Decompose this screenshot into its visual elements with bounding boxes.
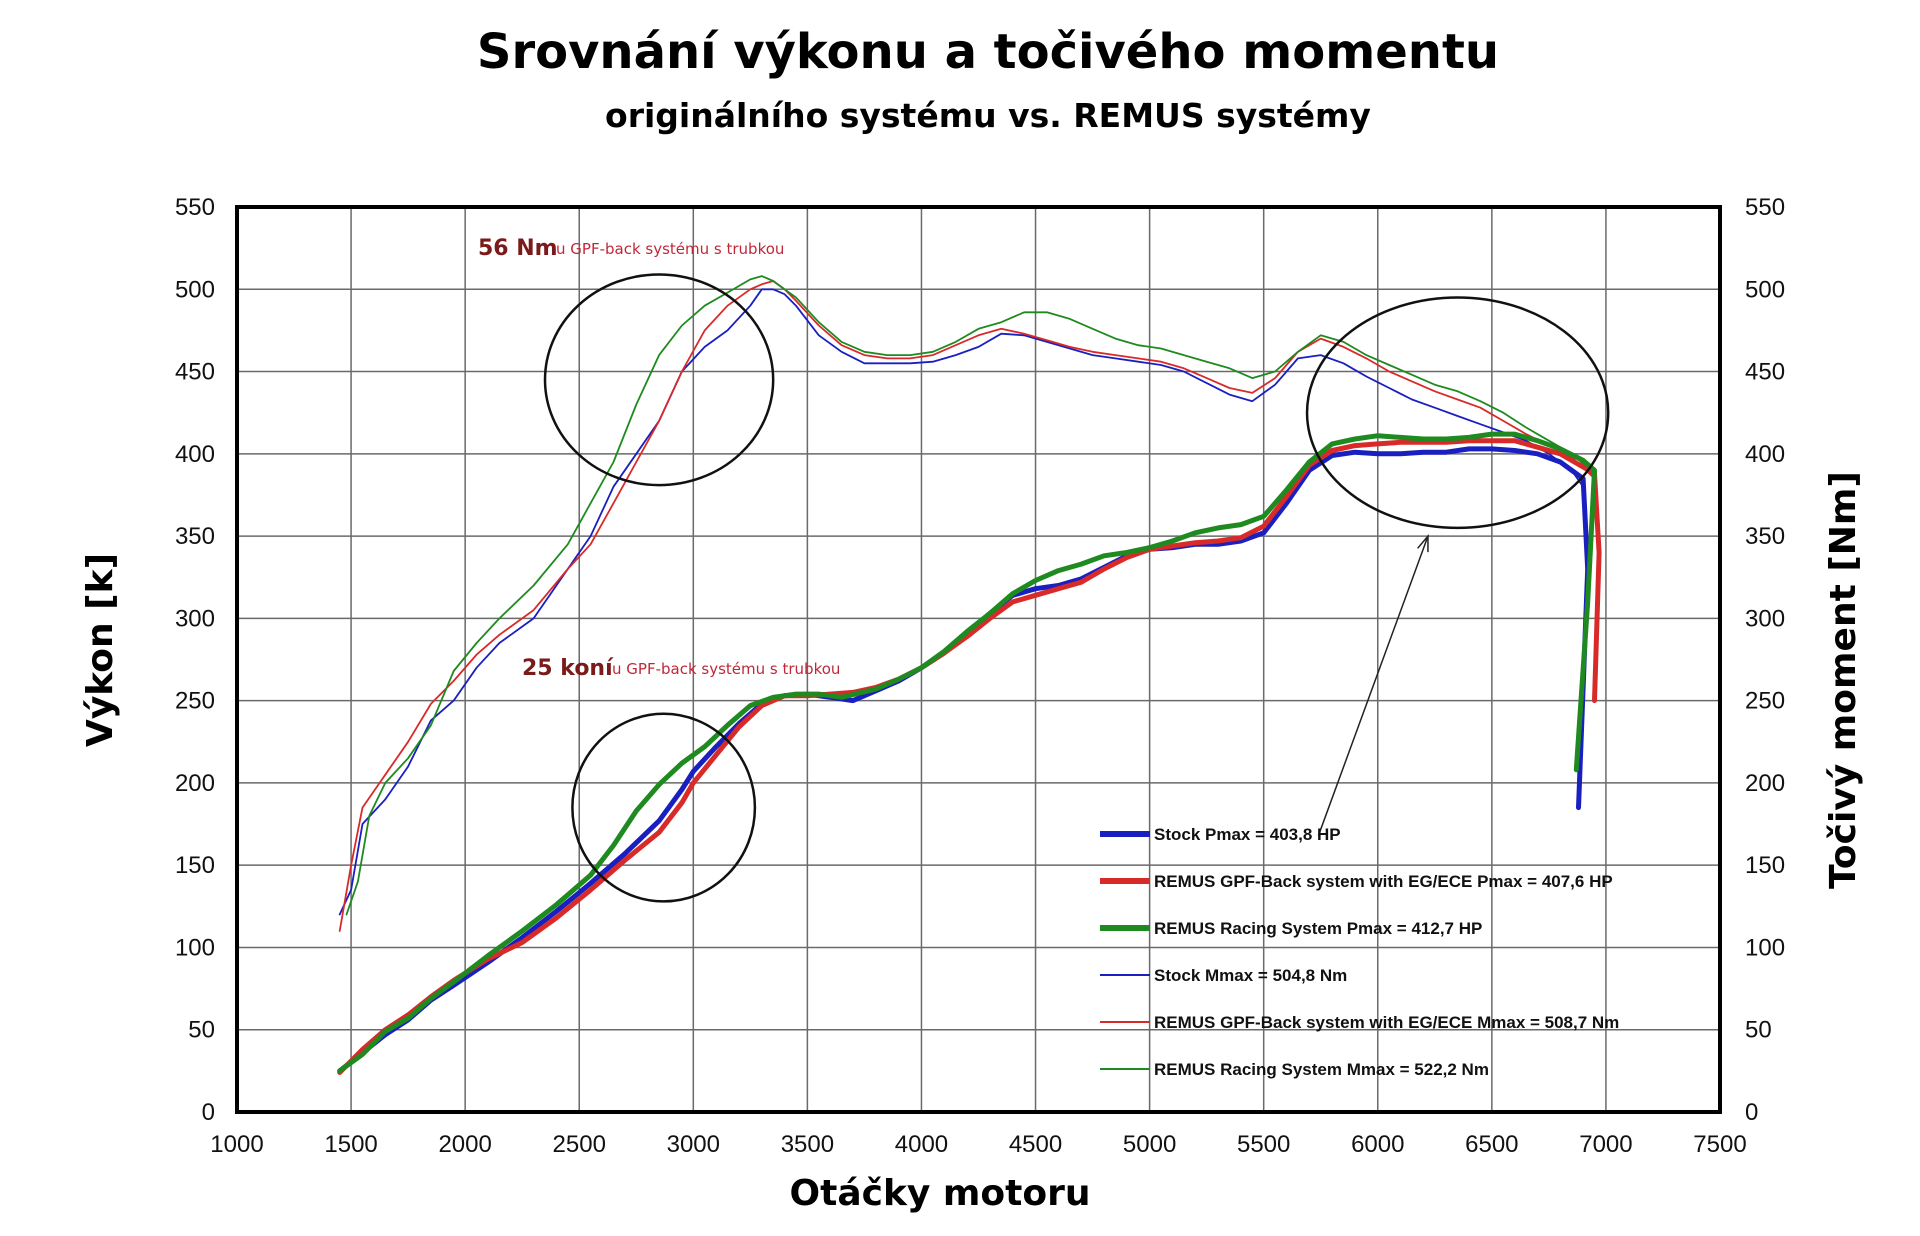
x-tick-label: 2500 [553,1131,606,1158]
highlight-layer [543,273,1610,903]
chart-subtitle: originálního systému vs. REMUS systémy [605,96,1371,135]
torque-gain-note: u GPF-back systému s trubkou [556,240,784,258]
y-tick-label: 350 [175,523,215,550]
x-tick-label: 3000 [667,1131,720,1158]
x-tick-label: 5500 [1237,1131,1290,1158]
y2-axis-title: Točivý moment [Nm] [1823,471,1864,889]
y-axis-title: Výkon [k] [80,553,121,747]
y2-tick-label: 450 [1745,359,1785,386]
y2-tick-label: 550 [1745,194,1785,221]
y-tick-label: 200 [175,770,215,797]
y-tick-label: 50 [188,1017,215,1044]
highlight-ellipse-3 [571,712,757,903]
y2-tick-label: 50 [1745,1017,1772,1044]
legend-label-6: REMUS Racing System Mmax = 522,2 Nm [1154,1060,1489,1079]
power-gain-note: u GPF-back systému s trubkou [612,660,840,678]
x-tick-label: 2000 [438,1131,491,1158]
legend-label-2: REMUS GPF-Back system with EG/ECE Pmax =… [1154,872,1613,891]
y2-tick-label: 200 [1745,770,1785,797]
y-tick-label: 0 [202,1099,215,1126]
y2-tick-label: 400 [1745,441,1785,468]
x-tick-label: 3500 [781,1131,834,1158]
chart-title: Srovnání výkonu a točivého momentu [477,24,1499,80]
y-tick-label: 100 [175,934,215,961]
callout-arrow [1317,535,1429,836]
x-tick-label: 4500 [1009,1131,1062,1158]
y2-tick-label: 0 [1745,1099,1758,1126]
series-line-2 [337,438,1602,1075]
x-tick-label: 4000 [895,1131,948,1158]
y2-tick-label: 300 [1745,605,1785,632]
x-tick-label: 1500 [324,1131,377,1158]
legend-label-3: REMUS Racing System Pmax = 412,7 HP [1154,919,1482,938]
y-tick-label: 300 [175,605,215,632]
y2-axis-ticks: 0 50 100 150 200 250 300 350 400 450 500 550 [1745,194,1785,1126]
y-tick-label: 550 [175,194,215,221]
highlight-ellipse-1 [543,273,775,487]
x-tick-label: 7000 [1579,1131,1632,1158]
torque-gain-value: 56 Nm [478,236,558,261]
y2-tick-label: 500 [1745,276,1785,303]
series-line-1 [337,446,1591,1074]
x-tick-label: 6000 [1351,1131,1404,1158]
y-axis-ticks: 0 50 100 150 200 250 300 350 400 450 500 550 [175,194,215,1126]
series-line-3 [337,431,1597,1074]
y2-tick-label: 150 [1745,852,1785,879]
legend-label-5: REMUS GPF-Back system with EG/ECE Mmax =… [1154,1013,1619,1032]
x-tick-label: 1000 [210,1131,263,1158]
series-line-5 [338,280,1596,932]
y-tick-label: 500 [175,276,215,303]
legend: Stock Pmax = 403,8 HP REMUS GPF-Back syst… [1100,825,1619,1079]
power-gain-value: 25 koní [522,656,614,681]
legend-label-1: Stock Pmax = 403,8 HP [1154,825,1341,844]
x-axis-title: Otáčky motoru [790,1173,1091,1214]
y-tick-label: 450 [175,359,215,386]
legend-label-4: Stock Mmax = 504,8 Nm [1154,966,1347,985]
series-line-6 [345,275,1596,916]
plot-frame [235,205,1722,1114]
y2-tick-label: 100 [1745,934,1785,961]
highlight-ellipse-2 [1305,296,1610,530]
y2-tick-label: 250 [1745,688,1785,715]
x-axis-ticks: 1000 1500 2000 2500 3000 3500 4000 4500 5000 5500… [210,1131,1746,1158]
y-tick-label: 400 [175,441,215,468]
x-tick-label: 5000 [1123,1131,1176,1158]
callout-arrow-head [1417,534,1429,553]
series-line-4 [338,288,1584,916]
y2-tick-label: 350 [1745,523,1785,550]
x-tick-label: 6500 [1465,1131,1518,1158]
x-tick-label: 7500 [1693,1131,1746,1158]
y-tick-label: 150 [175,852,215,879]
y-tick-label: 250 [175,688,215,715]
